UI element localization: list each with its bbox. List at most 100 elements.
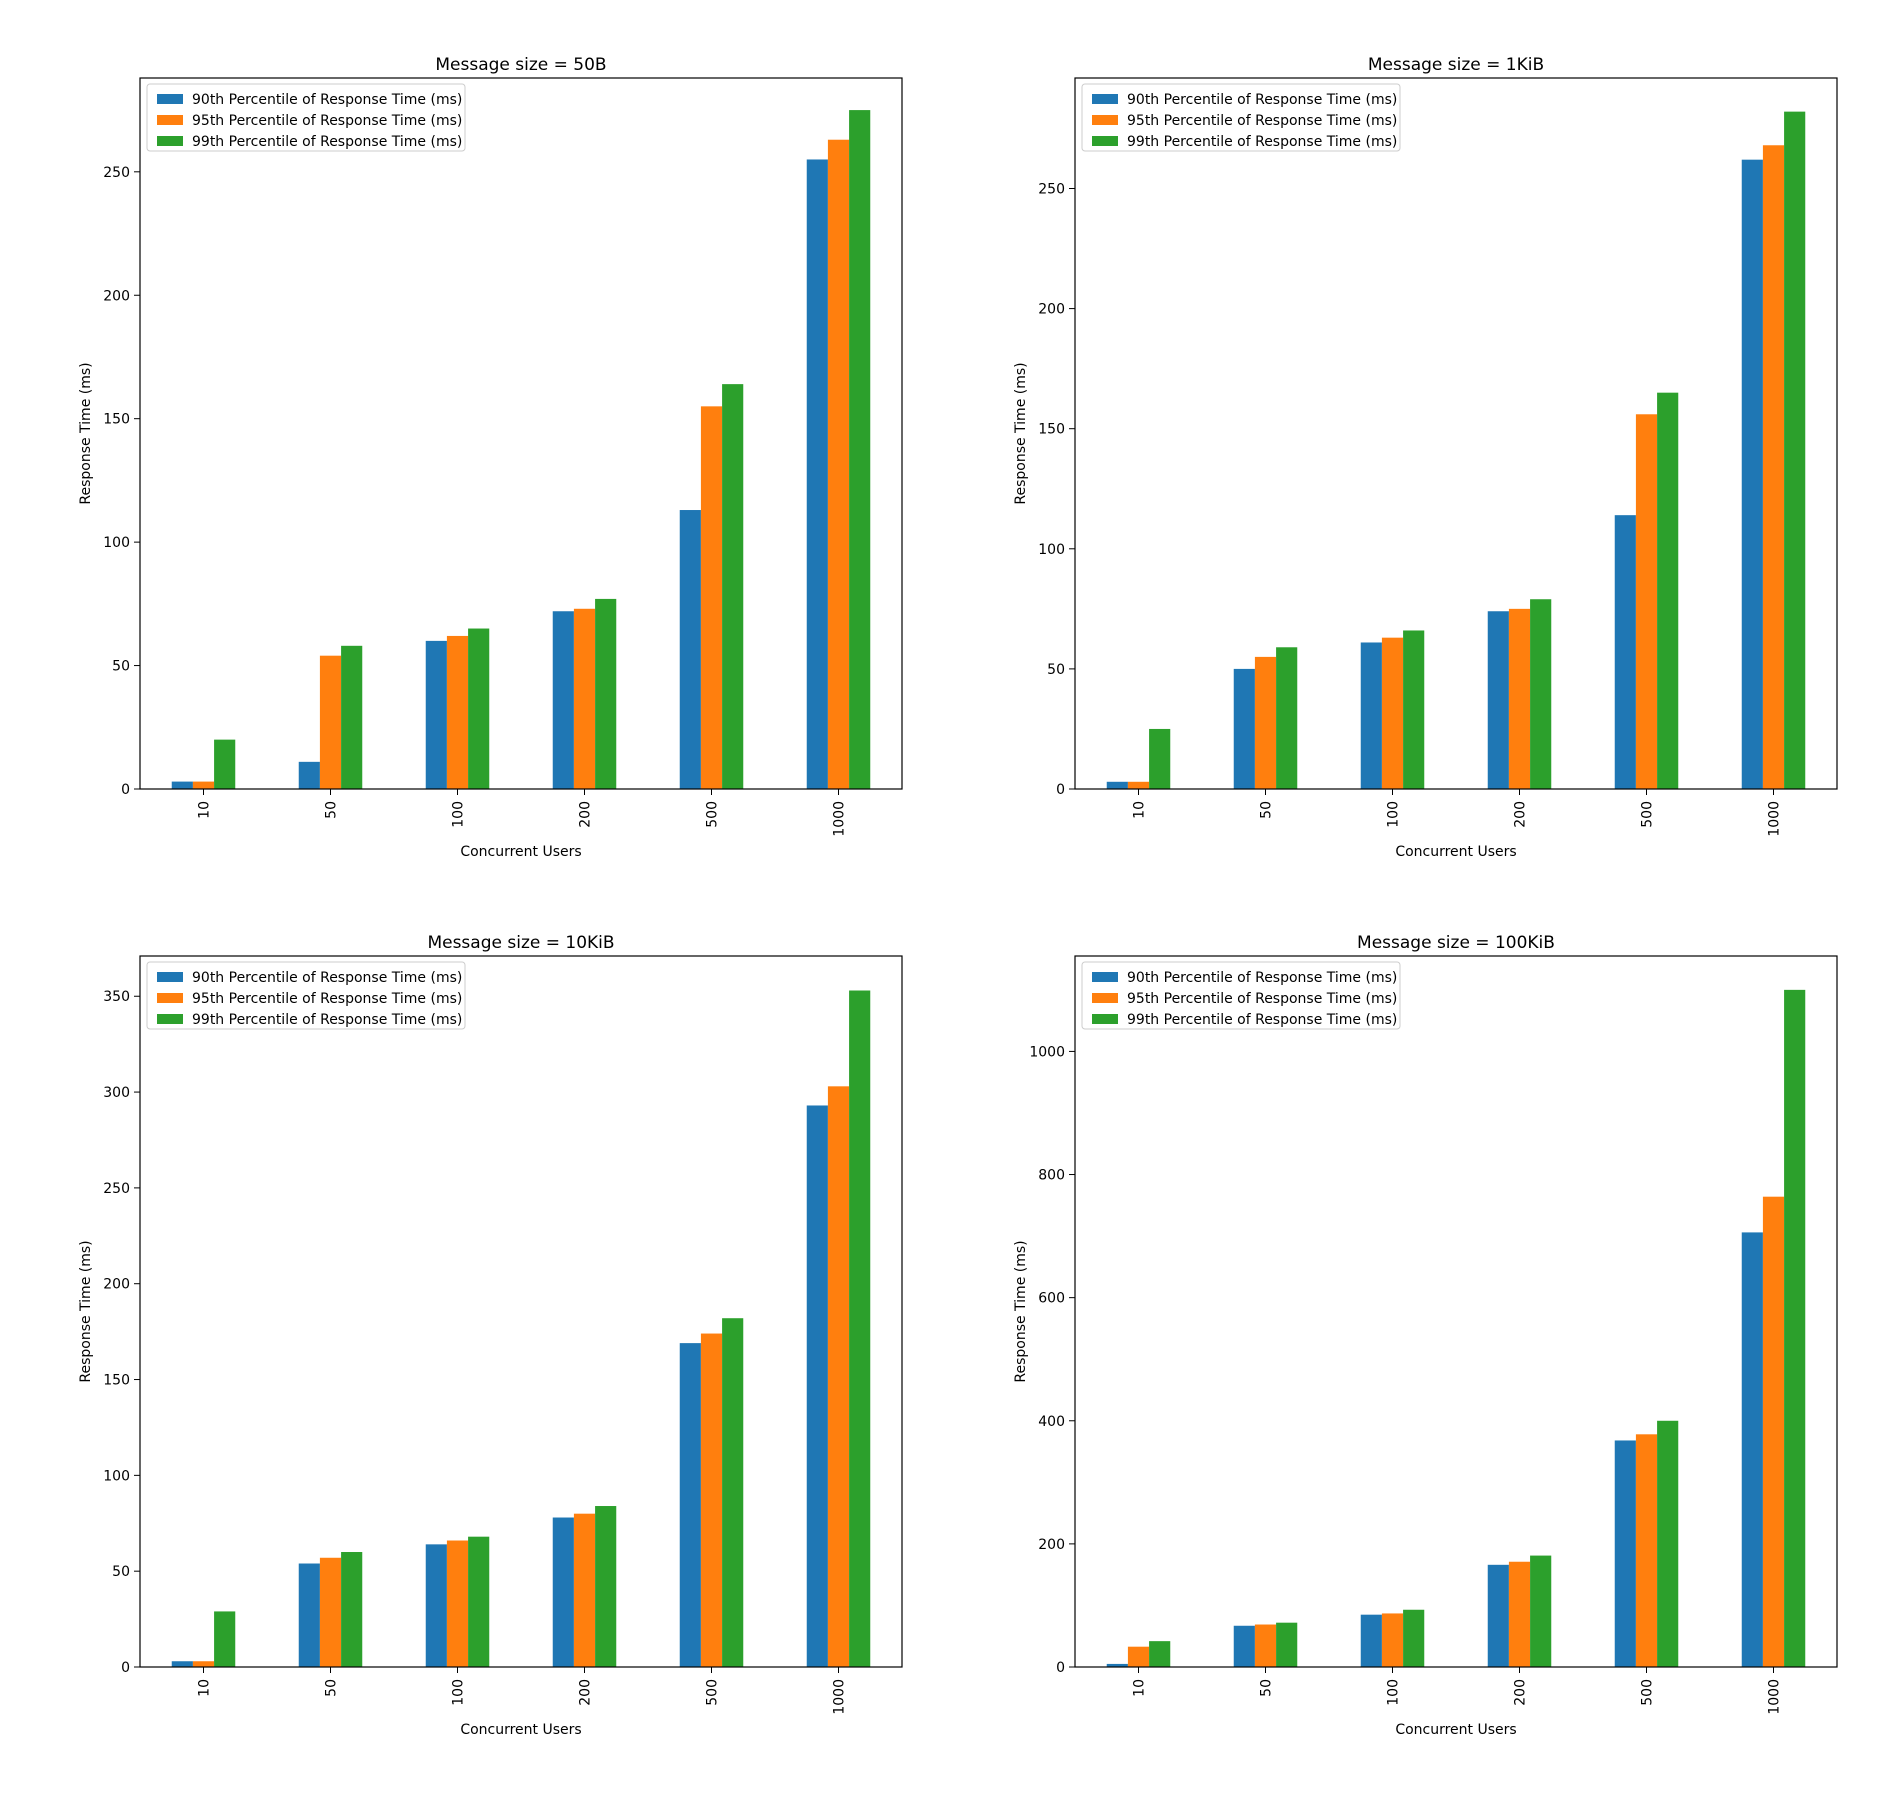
y-tick-label: 0 [121,1660,130,1676]
bar-200-series-1 [1487,1564,1509,1667]
legend-swatch [157,993,183,1003]
plot-frame [1074,77,1838,790]
legend-entry: 95th Percentile of Response Time (ms) [1127,991,1397,1007]
bar-500-series-3 [1657,392,1679,789]
bar-1000-series-3 [849,990,871,1667]
bar-500-series-1 [1614,1440,1636,1667]
bar-10-series-2 [1127,1646,1150,1667]
bar-50-series-3 [1276,1622,1298,1667]
x-tick-label: 10 [1132,1679,1148,1697]
chart-title: Message size = 50B [435,55,606,75]
x-tick-label: 500 [705,801,721,828]
y-tick-label: 200 [103,288,130,304]
legend: 90th Percentile of Response Time (ms) 95t… [1081,83,1401,152]
bar-100-series-2 [446,1540,469,1667]
legend-entry: 99th Percentile of Response Time (ms) [192,1012,462,1028]
chart-title: Message size = 1KiB [1368,55,1544,75]
y-tick-label: 150 [103,412,130,428]
y-tick-label: 0 [1056,782,1065,798]
legend-entry: 90th Percentile of Response Time (ms) [192,92,462,108]
legend: 90th Percentile of Response Time (ms) 95t… [1081,961,1401,1030]
bar-500-series-2 [1635,414,1658,789]
y-tick-label: 50 [112,1564,130,1580]
x-tick-label: 10 [1132,801,1148,819]
plot-frame [139,955,903,1668]
y-axis-label: Response Time (ms) [78,1240,94,1382]
x-tick-label: 10 [197,801,213,819]
legend-swatch [1092,115,1118,125]
bar-200-series-1 [552,1517,574,1667]
x-axis-label: Concurrent Users [460,844,581,860]
bar-200-series-3 [1530,599,1552,789]
x-tick-label: 100 [451,1679,467,1706]
bar-100-series-1 [425,640,447,790]
bar-1000-series-2 [827,139,850,790]
y-axis-label: Response Time (ms) [78,362,94,504]
bar-500-series-3 [1657,1420,1679,1667]
bar-100-series-3 [468,1536,490,1667]
bar-100-series-3 [1403,1609,1425,1667]
bar-200-series-2 [573,608,596,789]
legend-entry: 90th Percentile of Response Time (ms) [1127,970,1397,986]
bar-10-series-1 [1106,1663,1128,1667]
x-tick-label: 50 [324,801,340,819]
x-tick-label: 1000 [832,801,848,837]
x-axis-label: Concurrent Users [1395,844,1516,860]
bar-10-series-2 [192,1661,215,1667]
y-tick-label: 300 [103,1085,130,1101]
bar-100-series-1 [425,1544,447,1667]
bar-50-series-2 [319,1557,342,1667]
bar-100-series-3 [468,628,490,789]
bar-10-series-1 [171,781,193,789]
chart-panel-1: 0 50 100 150 200 250 10 50 100 200 500 1000 Message … [78,55,903,860]
bar-200-series-3 [595,1506,617,1667]
x-tick-label: 200 [1513,801,1529,828]
legend-swatch [157,972,183,982]
legend-swatch [1092,993,1118,1003]
x-tick-label: 500 [1640,1679,1656,1706]
bar-50-series-1 [298,1563,320,1667]
bar-200-series-3 [1530,1555,1552,1667]
bar-100-series-2 [1381,637,1404,789]
bar-50-series-2 [319,655,342,789]
bar-500-series-1 [679,1343,701,1667]
bar-50-series-2 [1254,1624,1277,1667]
bar-200-series-1 [552,611,574,789]
legend-entry: 95th Percentile of Response Time (ms) [1127,113,1397,129]
y-tick-label: 50 [1047,662,1065,678]
y-tick-label: 50 [112,659,130,675]
bar-100-series-3 [1403,630,1425,789]
bar-50-series-3 [1276,647,1298,789]
y-axis-label: Response Time (ms) [1013,1240,1029,1382]
x-tick-label: 1000 [832,1679,848,1715]
bar-1000-series-3 [1784,111,1806,789]
y-tick-label: 250 [103,1181,130,1197]
bar-10-series-2 [1127,781,1150,789]
bar-200-series-2 [1508,608,1531,789]
bar-500-series-2 [1635,1434,1658,1667]
legend-swatch [1092,136,1118,146]
bar-50-series-1 [298,761,320,789]
y-tick-label: 250 [103,165,130,181]
bar-1000-series-2 [827,1086,850,1667]
x-tick-label: 50 [1259,1679,1275,1697]
bar-1000-series-2 [1762,145,1785,789]
bar-500-series-1 [679,510,701,789]
bar-10-series-3 [214,739,236,790]
plot-frame [1074,955,1838,1668]
y-tick-label: 100 [103,535,130,551]
chart-panel-2: 0 50 100 150 200 250 10 50 100 200 500 1000 Message … [1013,55,1838,860]
bar-1000-series-3 [1784,989,1806,1667]
legend-entry: 95th Percentile of Response Time (ms) [192,991,462,1007]
y-tick-label: 250 [1038,181,1065,197]
y-tick-label: 150 [1038,422,1065,438]
y-tick-label: 0 [121,782,130,798]
legend-entry: 99th Percentile of Response Time (ms) [1127,134,1397,150]
bar-200-series-1 [1487,611,1509,789]
chart-title: Message size = 100KiB [1357,933,1555,953]
bar-200-series-2 [1508,1561,1531,1667]
x-tick-label: 200 [578,801,594,828]
plot-frame [139,77,903,790]
x-axis-label: Concurrent Users [1395,1722,1516,1738]
